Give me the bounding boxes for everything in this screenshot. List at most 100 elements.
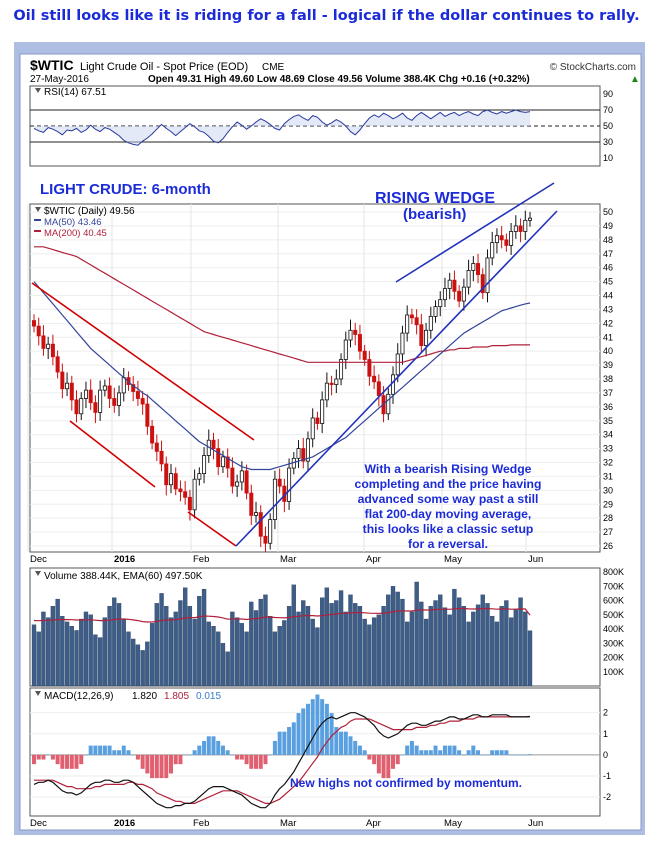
macd-histogram-bar (55, 754, 60, 765)
macd-histogram-bar (173, 754, 178, 765)
candle-body (98, 389, 103, 413)
candle-body (428, 315, 433, 331)
volume-bar (286, 606, 292, 687)
macd-histogram-bar (310, 699, 315, 755)
price-legend-text: $WTIC (Daily) 49.56 (44, 206, 135, 217)
macd-histogram-bar (480, 754, 485, 756)
candle-body (343, 339, 348, 360)
legend-triangle-icon (35, 571, 41, 576)
volume-bar (36, 631, 41, 687)
candle-body (457, 290, 462, 302)
candle-body (107, 385, 112, 399)
macd-histogram-bar (154, 754, 159, 779)
candle-body (320, 399, 325, 424)
rsi-fill (34, 110, 530, 146)
volume-bar (334, 600, 339, 687)
macd-histogram-bar (353, 740, 358, 755)
up-arrow-icon: ▲ (630, 74, 640, 85)
price-tick-label: 41 (603, 332, 613, 342)
volume-bar (74, 630, 79, 687)
candle-body (131, 384, 136, 392)
macd-tick-label: -1 (603, 771, 611, 781)
volume-bar (357, 606, 363, 687)
macd-histogram-bar (499, 750, 504, 755)
volume-bar (301, 600, 306, 687)
price-tick-label: 34 (603, 430, 613, 440)
volume-tick-label: 400K (603, 624, 624, 634)
candle-body (168, 473, 173, 486)
commentary-line: for a reversal. (408, 537, 488, 551)
macd-histogram-bar (168, 754, 173, 774)
volume-bar (272, 631, 278, 687)
macd-histogram-bar (400, 754, 405, 756)
volume-bar (249, 601, 254, 687)
macd-histogram-bar (65, 754, 70, 769)
price-tick-label: 33 (603, 444, 613, 454)
volume-bar (353, 603, 358, 687)
macd-histogram-bar (419, 750, 424, 755)
commentary: With a bearish Rising Wedge completing a… (355, 462, 542, 551)
price-tick-label: 39 (603, 360, 613, 370)
wedge-title: RISING WEDGE (375, 190, 495, 207)
candle-body (60, 371, 65, 390)
price-series (32, 210, 533, 552)
macd-tick-label: 2 (603, 708, 608, 718)
x-axis-label: Dec (30, 818, 47, 829)
price-tick-label: 47 (603, 249, 613, 259)
price-tick-label: 43 (603, 304, 613, 314)
volume-bar (438, 594, 443, 687)
legend-triangle-icon (35, 691, 41, 696)
volume-bar (433, 600, 438, 687)
candle-body (121, 377, 126, 394)
candle-body (433, 306, 438, 317)
volume-tick-label: 200K (603, 653, 624, 663)
ma200-line (34, 246, 530, 363)
macd-histogram-bar (442, 745, 447, 755)
price-tick-label: 42 (603, 318, 613, 328)
volume-bar (31, 624, 37, 687)
signal-legend-value: 1.805 (164, 691, 189, 702)
macd-histogram-bar (485, 754, 490, 756)
macd-histogram-bar (235, 754, 240, 760)
macd-histogram-bar (50, 754, 55, 760)
volume-bar (367, 624, 372, 687)
volume-bar (216, 631, 221, 687)
candle-body (353, 329, 358, 335)
candle-body (69, 382, 74, 401)
x-axis-label: 2016 (114, 818, 135, 829)
x-axis-label: Feb (193, 818, 209, 829)
commentary-line: With a bearish Rising Wedge (365, 462, 532, 476)
candle-body (461, 286, 466, 302)
red-lower-channel-line-2 (187, 511, 237, 547)
macd-histogram-bar (69, 754, 74, 769)
candle-body (447, 279, 452, 289)
price-tick-label: 46 (603, 263, 613, 273)
volume-bar (41, 611, 46, 687)
candle-body (178, 488, 183, 493)
macd-histogram-bar (334, 727, 339, 755)
candle-body (499, 235, 504, 241)
volume-bar (395, 591, 400, 687)
price-tick-label: 28 (603, 513, 613, 523)
candle-body (490, 242, 495, 259)
volume-bar (390, 586, 396, 687)
candle-body (386, 393, 391, 415)
volume-bar (239, 623, 245, 687)
volume-tick-label: 700K (603, 581, 624, 591)
volume-bar (116, 603, 122, 687)
macd-histogram-bar (428, 750, 433, 755)
volume-bar (305, 606, 311, 687)
macd-legend-label: MACD(12,26,9) (44, 691, 113, 702)
macd-histogram-bar (268, 754, 273, 756)
candle-body (112, 398, 117, 406)
volume-bar (428, 606, 433, 687)
candle-body (485, 257, 490, 294)
candle-body (287, 467, 292, 502)
x-axis-label: Jun (528, 554, 543, 565)
macd-histogram-bar (74, 754, 79, 769)
macd-histogram-bar (46, 754, 51, 756)
candle-body (173, 473, 178, 490)
candle-body (79, 398, 84, 415)
candle-body (135, 391, 140, 399)
x-axis-label: 2016 (114, 554, 135, 565)
